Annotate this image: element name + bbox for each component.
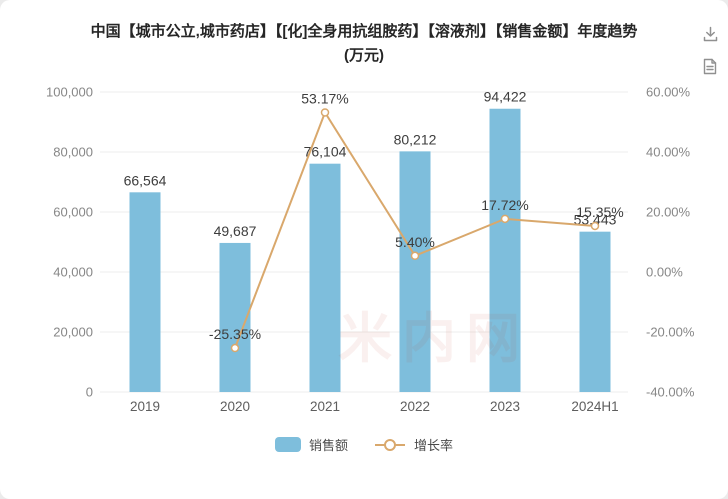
bar[interactable] <box>579 231 611 392</box>
right-axis-tick-label: 60.00% <box>646 85 691 100</box>
line-marker[interactable] <box>410 251 420 261</box>
line-marker[interactable] <box>500 214 510 224</box>
bar-value-label: 66,564 <box>124 172 167 188</box>
left-axis-tick-label: 100,000 <box>46 85 93 100</box>
sales-swatch <box>274 437 301 452</box>
chart-area: 100,000 80,000 60,000 40,000 20,000 0 60.00% 40… <box>0 72 728 427</box>
line-value-label: 17.72% <box>481 197 528 213</box>
left-axis-tick-label: 0 <box>86 385 93 400</box>
bar[interactable] <box>129 192 161 392</box>
bar[interactable] <box>219 242 251 392</box>
bar-value-label: 80,212 <box>394 131 437 147</box>
line-marker[interactable] <box>590 221 600 231</box>
line-value-label: -25.35% <box>209 326 261 342</box>
line-marker[interactable] <box>320 108 330 117</box>
chart-svg: 100,000 80,000 60,000 40,000 20,000 0 60.00% 40… <box>46 85 695 415</box>
right-axis-tick-label: 20.00% <box>646 205 691 220</box>
left-axis-tick-label: 20,000 <box>53 325 93 340</box>
page-title: 中国【城市公立,城市药店】【[化]全身用抗组胺药】【溶液剂】【销售金额】年度趋势… <box>44 20 684 68</box>
x-axis-label: 2020 <box>220 399 250 414</box>
left-axis-tick-label: 40,000 <box>53 265 93 280</box>
bar[interactable] <box>399 151 431 392</box>
header-icons <box>700 24 720 76</box>
bar-value-label: 53,443 <box>574 212 617 228</box>
download-icon[interactable] <box>700 24 720 44</box>
line-marker[interactable] <box>230 343 240 353</box>
chart-header: 中国【城市公立,城市药店】【[化]全身用抗组胺药】【溶液剂】【销售金额】年度趋势… <box>0 0 728 74</box>
right-axis-tick-label: -40.00% <box>646 385 695 400</box>
x-axis-label: 2022 <box>400 399 430 414</box>
line-value-label: 15.35% <box>576 204 623 220</box>
legend-label-sales: 销售额 <box>308 438 348 453</box>
x-axis-label: 2023 <box>490 399 520 414</box>
left-axis-tick-label: 80,000 <box>53 145 93 160</box>
legend-item-growth[interactable]: 增长率 <box>374 435 453 454</box>
bar[interactable] <box>309 163 341 392</box>
x-axis-label: 2024H1 <box>571 399 618 414</box>
legend: 销售额 增长率 <box>0 435 728 454</box>
x-axis-label: 2021 <box>310 399 340 414</box>
document-icon[interactable] <box>700 56 720 76</box>
title-unit: (万元) <box>344 47 384 64</box>
x-axis-label: 2019 <box>130 399 160 414</box>
legend-label-growth: 增长率 <box>414 438 454 453</box>
bar-value-label: 49,687 <box>214 223 257 239</box>
right-axis-tick-label: 0.00% <box>646 265 683 280</box>
growth-line-marker-icon <box>375 438 405 451</box>
left-axis-tick-label: 60,000 <box>53 205 93 220</box>
line-value-label: 5.40% <box>395 234 435 250</box>
bar[interactable] <box>489 108 521 392</box>
legend-item-sales[interactable]: 销售额 <box>274 435 348 454</box>
line-value-label: 53.17% <box>301 90 348 106</box>
bar-value-label: 94,422 <box>484 89 527 105</box>
bar-value-label: 76,104 <box>304 144 347 160</box>
right-axis-tick-label: 40.00% <box>646 145 691 160</box>
right-axis-tick-label: -20.00% <box>646 325 695 340</box>
title-text: 中国【城市公立,城市药店】【[化]全身用抗组胺药】【溶液剂】【销售金额】年度趋势 <box>90 23 638 40</box>
